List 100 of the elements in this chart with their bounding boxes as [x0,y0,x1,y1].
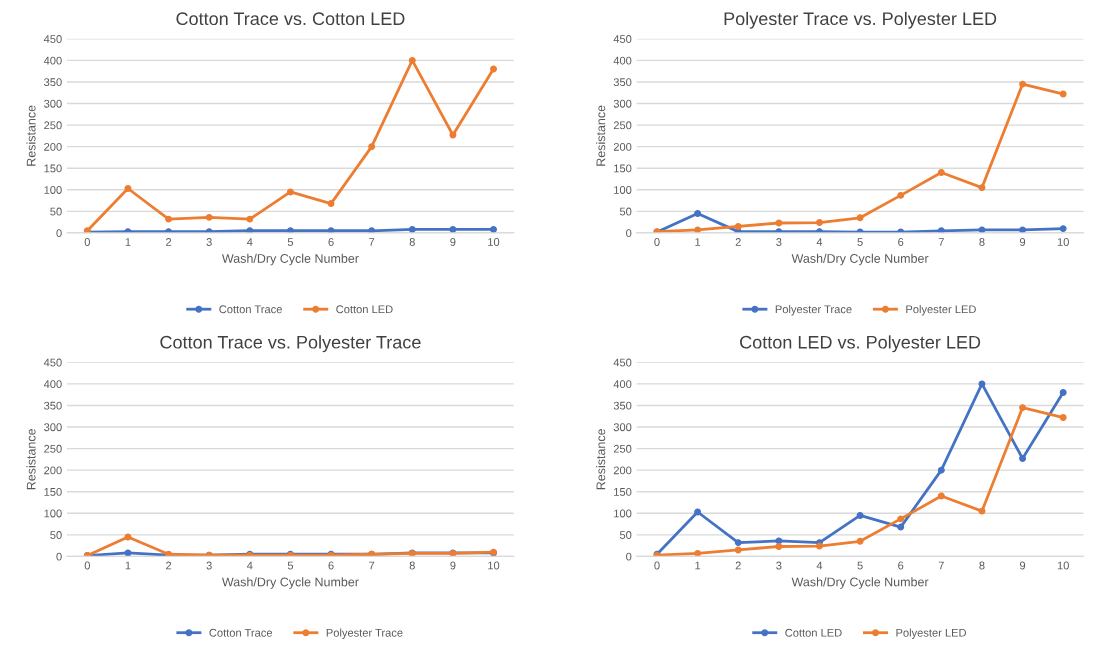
point [734,222,742,230]
point [327,227,335,233]
legend-label: Polyester LED [896,628,967,639]
x-tick-label: 10 [488,561,500,570]
legend-label: Polyester LED [906,305,976,316]
point [124,185,132,192]
point [937,227,945,233]
y-tick-label: 450 [613,358,632,367]
y-tick-label: 450 [613,35,632,43]
y-tick-label: 400 [43,380,62,389]
y-tick-label: 100 [614,509,632,518]
y-tick-label: 300 [613,99,632,108]
y-tick-label: 50 [50,531,62,539]
x-tick-label: 6 [328,561,334,570]
x-tick-label: 5 [857,561,863,570]
x-tick-label: 6 [898,238,904,246]
y-tick-label: 250 [44,444,62,453]
point [246,227,254,233]
y-tick-label: 300 [613,423,632,432]
x-tick-label: 4 [246,238,253,246]
point [775,219,783,227]
x-tick-label: 9 [1019,238,1026,246]
y-axis-title: Resistance [26,429,36,490]
y-tick-label: 150 [44,487,62,496]
point [897,515,905,523]
chart-title: Polyester Trace vs. Polyester LED [724,11,997,29]
point [286,188,294,196]
y-axis-title: Resistance [596,429,606,490]
point [165,215,173,223]
point [1019,226,1027,233]
x-tick-label: 3 [776,238,782,246]
point [490,65,497,73]
y-tick-label: 100 [44,186,62,194]
point [897,523,905,531]
y-axis-title: Resistance [26,105,36,166]
x-tick-label: 0 [84,561,90,570]
point [734,546,742,554]
x-tick-label: 7 [369,561,375,570]
x-tick-label: 0 [84,238,90,246]
y-tick-label: 250 [613,444,632,453]
point [368,227,376,233]
x-tick-label: 9 [450,238,456,246]
y-tick-label: 400 [613,380,632,389]
x-tick-label: 1 [695,561,701,570]
y-tick-label: 150 [44,164,62,173]
point [856,511,864,519]
x-tick-label: 4 [246,561,253,570]
point [1059,389,1067,396]
y-tick-label: 350 [613,401,632,410]
point [694,210,702,217]
y-tick-label: 450 [43,35,62,43]
point [205,213,213,221]
x-tick-label: 5 [857,238,863,246]
point [937,169,945,177]
x-tick-label: 5 [287,561,294,570]
point [246,215,254,223]
y-tick-label: 50 [619,207,632,216]
point [1059,90,1067,98]
x-tick-label: 2 [166,561,172,570]
y-tick-label: 0 [626,229,632,238]
point [286,227,294,233]
point [368,143,376,151]
x-tick-label: 4 [816,238,823,246]
point [1059,414,1067,422]
y-tick-label: 200 [613,466,632,475]
y-tick-label: 400 [43,56,62,65]
y-tick-label: 250 [44,121,62,130]
point [694,549,702,557]
y-tick-label: 0 [56,229,62,238]
point [856,214,864,222]
x-axis-title: Wash/Dry Cycle Number [791,577,929,589]
point [1019,404,1027,412]
point [408,225,416,233]
y-tick-label: 150 [614,164,632,173]
y-tick-label: 50 [619,531,632,539]
point [694,226,702,233]
y-tick-label: 100 [44,509,62,518]
y-tick-label: 300 [44,99,62,108]
x-tick-label: 8 [979,561,985,570]
y-tick-label: 0 [626,552,632,561]
point [775,543,783,550]
x-tick-label: 6 [328,238,334,246]
x-tick-label: 4 [816,561,823,570]
x-tick-label: 2 [735,561,741,570]
legend-label: Cotton LED [336,305,393,314]
x-tick-label: 3 [776,561,782,570]
point [694,508,702,516]
point [327,200,335,208]
legend-label: Cotton LED [785,628,842,637]
y-axis-title: Resistance [596,105,606,166]
chart-title: Cotton LED vs. Polyester LED [740,335,981,353]
point [408,56,416,64]
x-tick-label: 10 [1057,238,1069,246]
y-tick-label: 200 [613,142,632,151]
y-tick-label: 400 [613,56,632,65]
x-tick-label: 8 [979,238,985,246]
y-tick-label: 200 [44,466,62,475]
point [815,219,823,227]
y-tick-label: 0 [56,552,62,561]
x-axis-title: Wash/Dry Cycle Number [221,253,359,266]
